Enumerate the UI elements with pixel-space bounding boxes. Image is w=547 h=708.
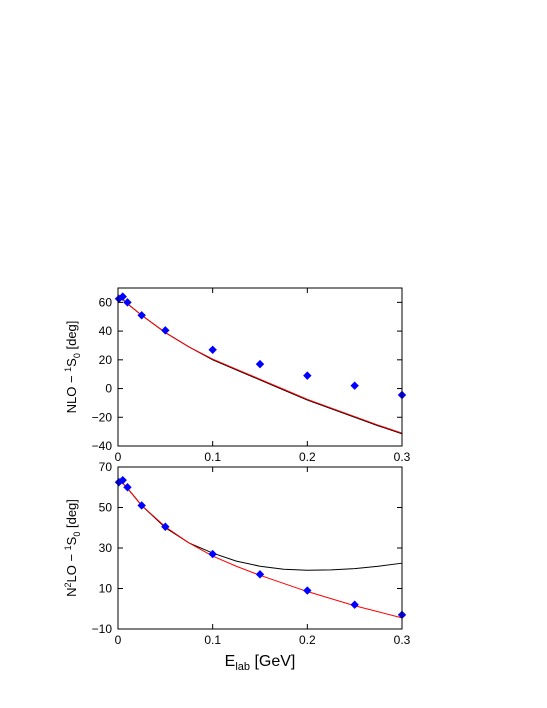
bottom-y-axis-label: N2LO − 1S0 [deg] bbox=[63, 499, 82, 597]
data-point-diamond bbox=[161, 522, 170, 531]
series-line-0 bbox=[118, 480, 403, 571]
x-tick-label: 0.3 bbox=[394, 633, 411, 647]
bottom-ticks: 0 0.1 0.2 0.3 −10 10 30 50 70 bbox=[92, 460, 411, 647]
y-tick-label: 30 bbox=[99, 541, 113, 555]
data-point-diamond bbox=[161, 326, 170, 335]
data-point-diamond bbox=[208, 345, 217, 354]
bottom-plot-series bbox=[114, 475, 407, 620]
data-point-diamond bbox=[350, 600, 359, 609]
y-tick-label: −10 bbox=[92, 622, 113, 636]
bottom-plot-frame bbox=[117, 466, 403, 630]
x-tick-label: 0.2 bbox=[299, 450, 316, 464]
top-y-axis-label: NLO − 1S0 [deg] bbox=[63, 321, 82, 414]
data-point-diamond bbox=[208, 549, 217, 559]
y-tick-label: 0 bbox=[105, 382, 112, 396]
data-point-diamond bbox=[303, 586, 312, 595]
data-point-diamond bbox=[137, 311, 146, 320]
y-tick-label: 10 bbox=[99, 582, 113, 596]
y-tick-label: 70 bbox=[99, 460, 113, 474]
y-tick-label: −40 bbox=[92, 439, 113, 453]
data-point-diamond bbox=[303, 371, 312, 380]
series-line-1 bbox=[118, 480, 403, 619]
data-point-diamond bbox=[137, 501, 146, 510]
data-point-diamond bbox=[118, 292, 127, 301]
data-point-diamond bbox=[255, 570, 265, 579]
x-tick-label: 0.1 bbox=[204, 633, 221, 647]
y-tick-label: −20 bbox=[92, 410, 113, 424]
x-tick-label: 0 bbox=[115, 633, 122, 647]
y-tick-label: 60 bbox=[99, 295, 113, 309]
data-point-diamond bbox=[350, 381, 359, 390]
data-point-diamond bbox=[123, 483, 132, 492]
data-point-diamond bbox=[123, 298, 132, 307]
top-plot-series bbox=[114, 292, 407, 435]
bottom-panel: 0 0.1 0.2 0.3 −10 10 30 50 70 N2LO − 1S0 [deg] E… bbox=[63, 460, 411, 673]
y-tick-label: 40 bbox=[99, 324, 113, 338]
x-tick-label: 0 bbox=[115, 450, 122, 464]
top-panel: 0 0.1 0.2 0.3 −40 −20 0 20 40 60 NLO − 1S0 [deg] bbox=[63, 287, 411, 464]
x-tick-label: 0.2 bbox=[299, 633, 316, 647]
y-tick-label: 20 bbox=[99, 353, 113, 367]
data-point-diamond bbox=[118, 475, 127, 485]
top-plot-frame bbox=[117, 287, 403, 447]
data-point-diamond bbox=[255, 359, 265, 369]
x-tick-label: 0.1 bbox=[204, 450, 221, 464]
series-line-1 bbox=[118, 297, 403, 434]
x-axis-label: Elab [GeV] bbox=[225, 653, 296, 673]
top-ticks: 0 0.1 0.2 0.3 −40 −20 0 20 40 60 bbox=[92, 288, 411, 464]
y-tick-label: 50 bbox=[99, 501, 113, 515]
x-tick-label: 0.3 bbox=[394, 450, 411, 464]
